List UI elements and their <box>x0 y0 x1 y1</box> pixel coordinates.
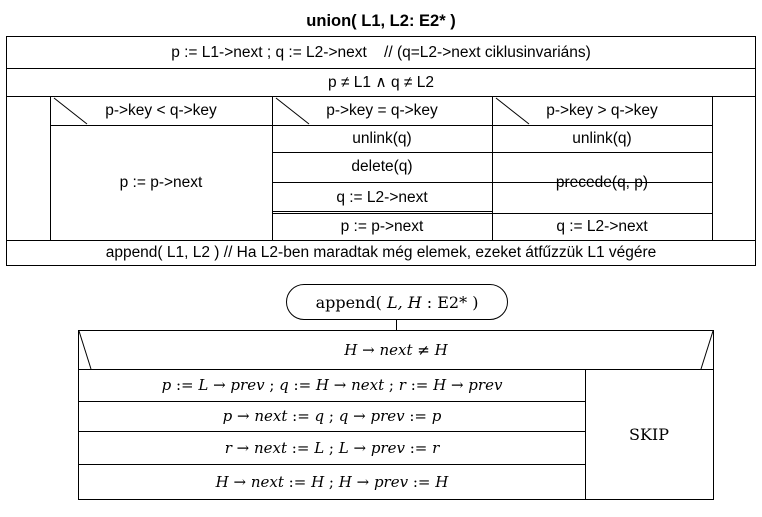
math-operator: ≠ <box>412 341 435 359</box>
append-then-line-1: p := L → prev ; q := H → next ; r := H →… <box>79 369 585 401</box>
math-identifier: H <box>344 341 358 359</box>
append-then-line-2: p → next := q ; q → prev := p <box>79 401 585 431</box>
equal-statement-delete: delete(q) <box>351 158 413 175</box>
math-identifier: next <box>254 407 288 425</box>
math-identifier: H <box>338 472 352 491</box>
union-init-statement: p := L1->next ; q := L2->next // (q=L2->… <box>171 43 591 61</box>
math-identifier: r <box>398 376 406 394</box>
math-operator: → <box>348 407 371 425</box>
math-identifier: H <box>315 376 330 394</box>
math-identifier: p <box>222 407 233 425</box>
math-identifier: prev <box>373 472 409 491</box>
append-condition: H → next ≠ H <box>79 331 713 369</box>
equal-statement-unlink: unlink(q) <box>352 129 412 147</box>
math-operator: := <box>404 438 433 457</box>
if-diagonals <box>78 330 714 370</box>
math-operator: → <box>208 376 231 394</box>
math-operator: ; <box>324 472 339 491</box>
math-operator: := <box>288 376 316 394</box>
append-structogram: H → next ≠ H p := L → prev ; q := H → ne… <box>78 330 714 500</box>
append-else-skip: SKIP <box>629 424 669 444</box>
append-title-prefix: append( <box>315 292 387 312</box>
math-operator: → <box>446 376 469 394</box>
branch-condition-equal: p->key = q->key <box>326 101 438 119</box>
union-loop-condition: p ≠ L1 ∧ q ≠ L2 <box>328 73 434 91</box>
math-identifier: prev <box>370 438 405 457</box>
math-identifier: p <box>161 376 172 394</box>
math-identifier: next <box>253 438 288 457</box>
append-then-line-3: r → next := L ; L → prev := r <box>79 431 585 464</box>
math-operator: ; <box>264 376 280 394</box>
math-identifier: H <box>434 341 448 359</box>
greater-statement-unlink: unlink(q) <box>572 129 632 147</box>
append-title-suffix: : E2* ) <box>421 292 479 312</box>
math-identifier: L <box>198 376 209 394</box>
union-title: union( L1, L2: E2* ) <box>306 11 456 30</box>
math-identifier: q <box>279 376 289 394</box>
union-structogram: p := L1->next ; q := L2->next // (q=L2->… <box>6 36 756 266</box>
less-statement-advance-p: p := p->next <box>119 173 203 191</box>
math-identifier: q <box>314 407 325 425</box>
math-identifier: H <box>215 472 229 491</box>
math-identifier: prev <box>370 407 405 425</box>
math-operator: → <box>231 438 254 457</box>
append-title: append( L, H : E2* ) <box>286 284 508 320</box>
math-identifier: r <box>224 438 232 457</box>
math-identifier: prev <box>468 376 503 394</box>
math-operator: := <box>171 376 199 394</box>
math-operator: := <box>283 472 312 491</box>
math-identifier: prev <box>230 376 265 394</box>
math-operator: → <box>357 341 380 359</box>
math-identifier: L <box>314 438 325 457</box>
math-operator: ; <box>384 376 399 394</box>
branch-condition-less: p->key < q->key <box>105 101 217 119</box>
math-operator: → <box>232 407 255 425</box>
math-identifier: L <box>338 438 349 457</box>
equal-statement-reset-q: q := L2->next <box>336 188 428 206</box>
union-final-append: append( L1, L2 ) // Ha L2-ben maradtak m… <box>105 243 657 261</box>
math-identifier: next <box>379 341 413 359</box>
append-title-params: L, H <box>386 292 422 312</box>
math-operator: := <box>287 438 315 457</box>
math-identifier: p <box>431 407 442 425</box>
math-operator: ; <box>324 438 339 457</box>
math-operator: ; <box>324 407 339 425</box>
math-operator: → <box>351 472 374 491</box>
branch-diagonals <box>53 97 530 125</box>
math-identifier: r <box>432 438 440 457</box>
math-identifier: q <box>338 407 349 425</box>
math-identifier: H <box>435 472 449 491</box>
math-identifier: H <box>433 376 447 394</box>
math-operator: → <box>348 438 371 457</box>
append-then-line-4: H → next := H ; H → prev := H <box>79 464 585 499</box>
math-operator: := <box>404 407 432 425</box>
math-identifier: next <box>351 376 385 394</box>
math-operator: := <box>287 407 315 425</box>
greater-statement-precede: precede(q, p) <box>555 173 649 191</box>
equal-statement-advance-p: p := p->next <box>340 217 424 235</box>
math-operator: → <box>329 376 352 394</box>
math-operator: := <box>408 472 436 491</box>
math-operator: → <box>228 472 251 491</box>
math-identifier: next <box>250 472 284 491</box>
greater-statement-reset-q: q := L2->next <box>556 217 648 235</box>
math-identifier: H <box>311 472 325 491</box>
math-operator: := <box>405 376 434 394</box>
branch-condition-greater: p->key > q->key <box>546 101 658 119</box>
